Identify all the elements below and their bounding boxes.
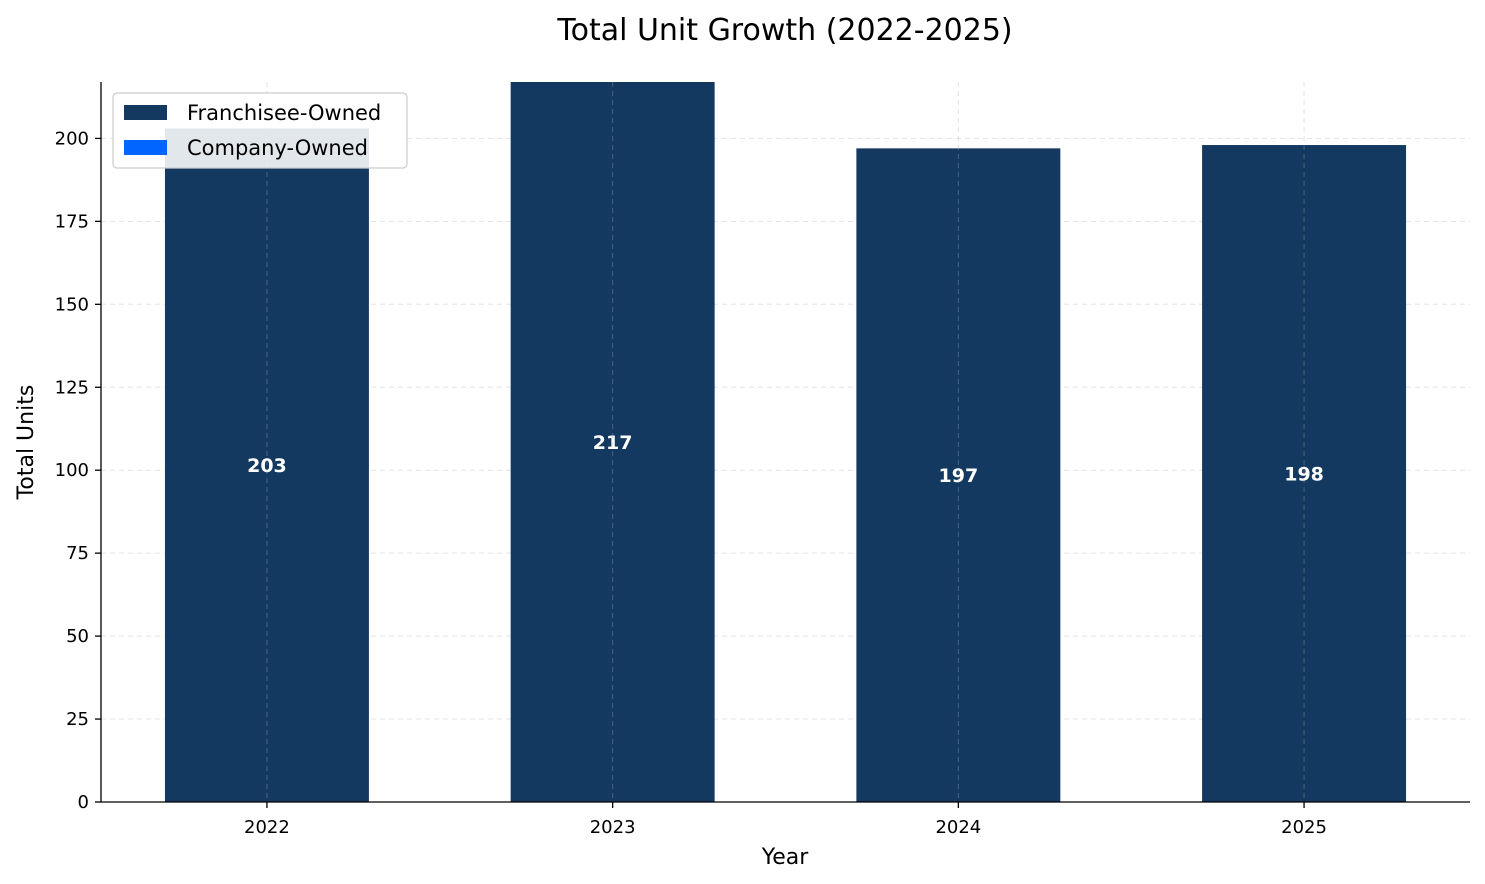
legend-swatch-company-owned — [124, 140, 167, 155]
data-label: 203 — [247, 455, 287, 477]
x-tick-label: 2024 — [935, 817, 981, 838]
x-tick-label: 2023 — [590, 817, 636, 838]
legend-box — [112, 92, 408, 169]
x-axis-ticks: 2022 2023 2024 2025 — [244, 802, 1327, 838]
y-tick-label: 50 — [66, 626, 89, 647]
y-axis-ticks: 0 25 50 75 100 125 150 175 200 — [55, 128, 101, 813]
data-label: 217 — [593, 432, 633, 454]
x-tick-label: 2025 — [1281, 817, 1327, 838]
data-labels: 203 217 197 198 — [247, 82, 1324, 802]
y-tick-label: 200 — [55, 128, 89, 149]
y-tick-label: 125 — [55, 377, 89, 398]
y-tick-label: 150 — [55, 294, 89, 315]
legend-swatch-franchisee-owned — [124, 105, 167, 120]
y-tick-label: 75 — [66, 543, 89, 564]
y-axis-label: Total Units — [14, 385, 39, 501]
y-tick-label: 175 — [55, 211, 89, 232]
bar-franchisee-owned-2023 — [510, 82, 715, 802]
legend-label-franchisee-owned: Franchisee-Owned — [187, 101, 381, 125]
bar-franchisee-owned-2024 — [856, 148, 1061, 803]
x-tick-label: 2022 — [244, 817, 290, 838]
y-tick-label: 100 — [55, 460, 89, 481]
x-axis-label: Year — [761, 845, 810, 870]
bar-franchisee-owned-2025 — [1202, 145, 1407, 802]
y-tick-label: 0 — [78, 792, 89, 813]
bars — [164, 82, 1407, 803]
y-tick-label: 25 — [66, 709, 89, 730]
data-label: 197 — [939, 465, 979, 487]
data-label: 198 — [1284, 464, 1324, 486]
legend: Franchisee-Owned Company-Owned — [112, 92, 408, 169]
bar-franchisee-owned-2022 — [164, 128, 369, 803]
chart-title: Total Unit Growth (2022-2025) — [556, 13, 1012, 48]
legend-label-company-owned: Company-Owned — [187, 136, 368, 160]
